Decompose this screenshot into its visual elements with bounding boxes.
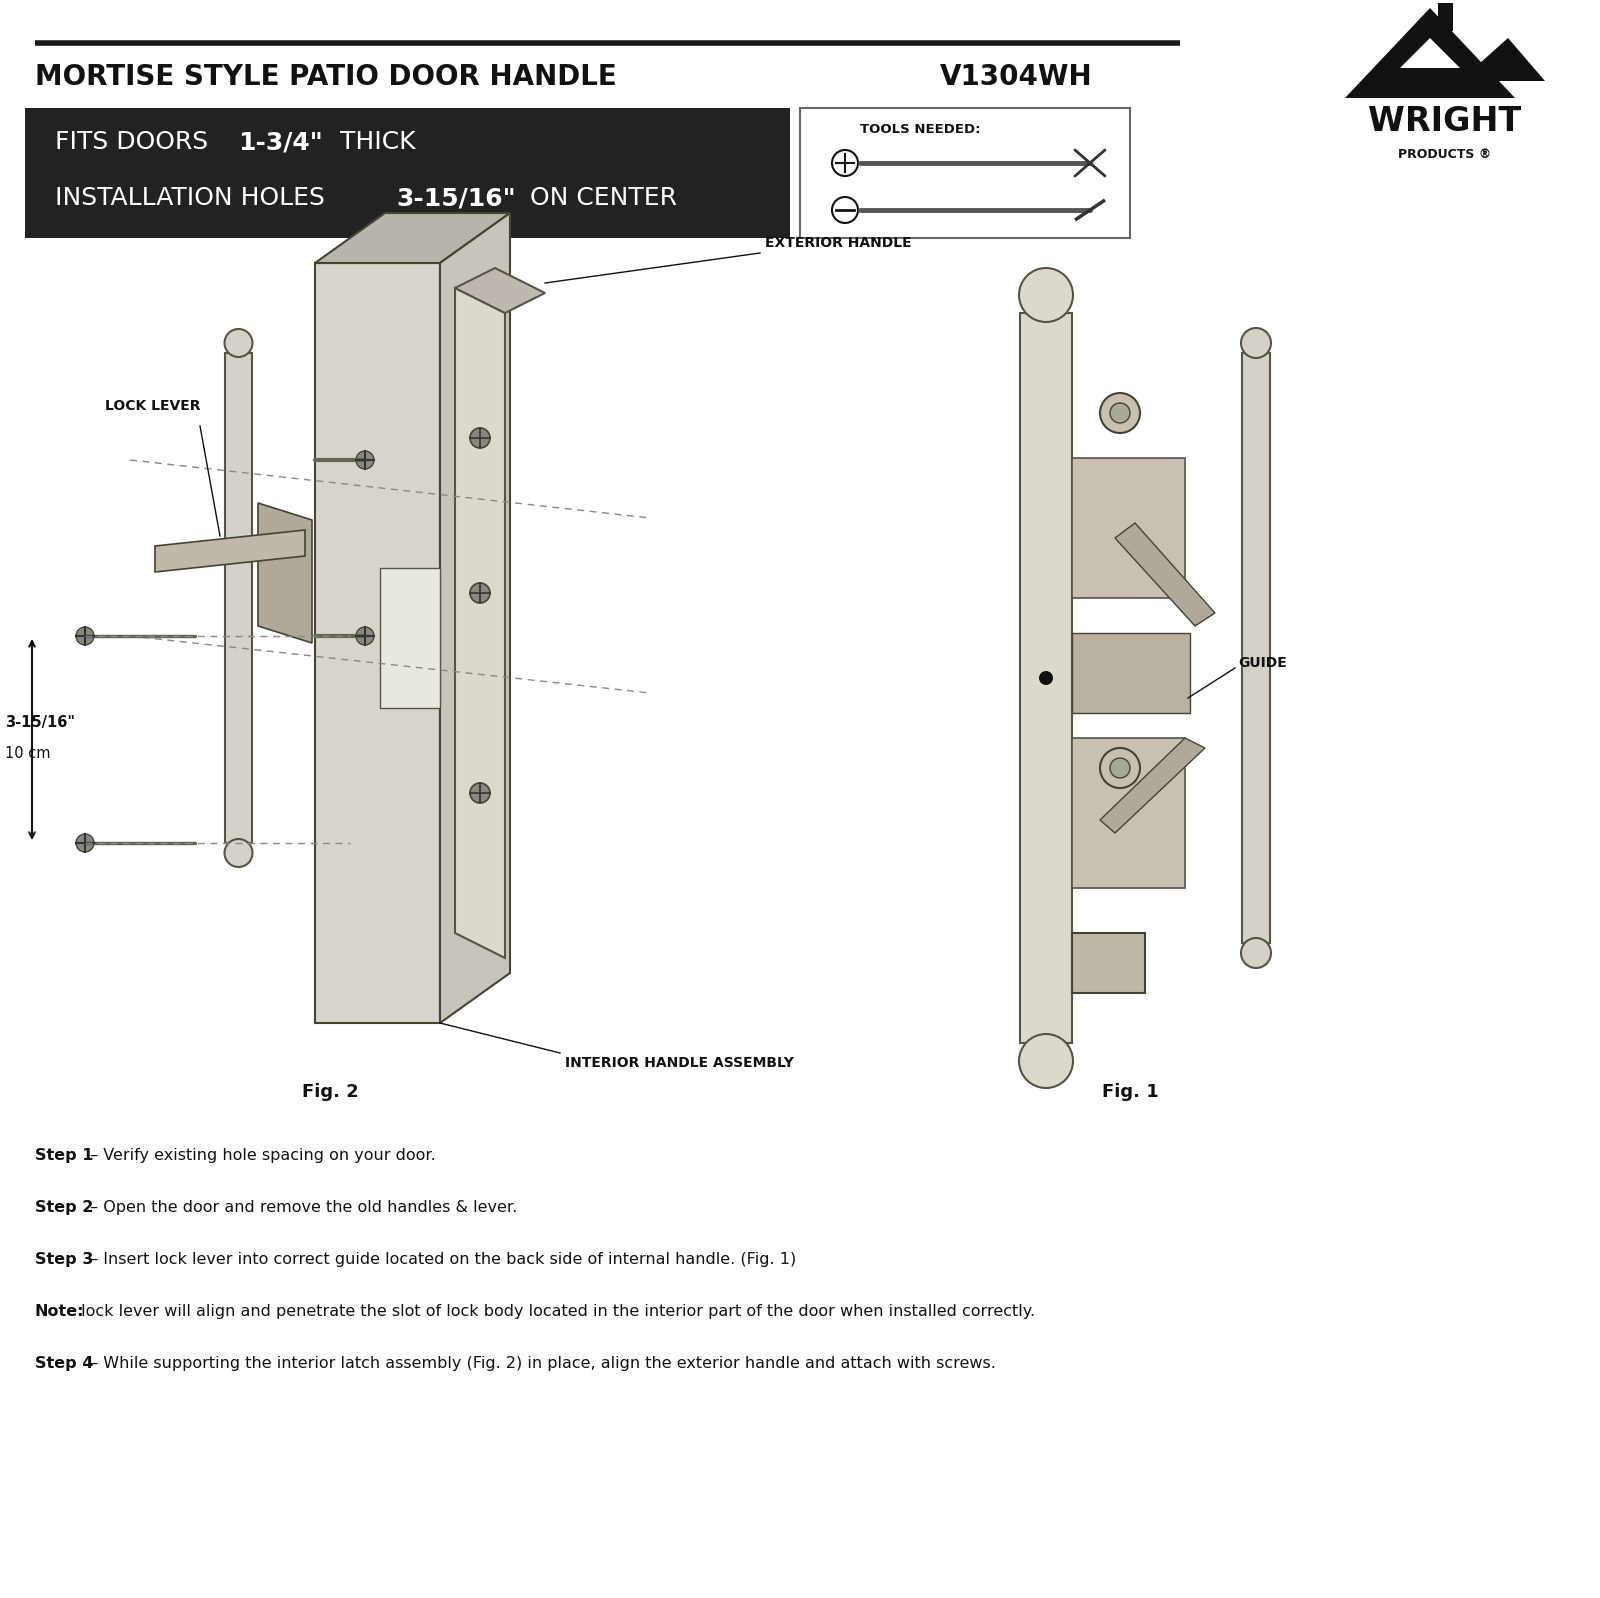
- Bar: [1021, 313, 1072, 1043]
- Text: LOCK LEVER: LOCK LEVER: [106, 400, 200, 412]
- Text: FITS DOORS: FITS DOORS: [54, 129, 216, 153]
- Polygon shape: [1115, 523, 1214, 626]
- Text: Step 2: Step 2: [35, 1200, 93, 1214]
- Circle shape: [1101, 748, 1139, 788]
- Text: Step 3: Step 3: [35, 1251, 93, 1267]
- Circle shape: [1101, 393, 1139, 433]
- Circle shape: [355, 626, 374, 646]
- Text: PRODUCTS ®: PRODUCTS ®: [1398, 149, 1491, 161]
- Polygon shape: [1101, 738, 1205, 833]
- Text: Note:: Note:: [35, 1304, 85, 1318]
- Text: V1304WH: V1304WH: [941, 62, 1093, 91]
- Text: lock lever will align and penetrate the slot of lock body located in the interio: lock lever will align and penetrate the …: [77, 1304, 1035, 1318]
- Polygon shape: [258, 503, 312, 642]
- Text: TOOLS NEEDED:: TOOLS NEEDED:: [861, 123, 981, 136]
- Polygon shape: [1072, 633, 1190, 713]
- Text: GUIDE: GUIDE: [1238, 657, 1286, 670]
- Circle shape: [77, 626, 94, 646]
- Bar: [1438, 3, 1453, 30]
- Text: 3-15/16": 3-15/16": [5, 716, 75, 730]
- Circle shape: [1019, 268, 1074, 323]
- Circle shape: [1110, 403, 1130, 423]
- Polygon shape: [1461, 38, 1546, 81]
- Text: – Insert lock lever into correct guide located on the back side of internal hand: – Insert lock lever into correct guide l…: [85, 1251, 797, 1267]
- Circle shape: [1242, 328, 1270, 358]
- Circle shape: [470, 783, 490, 804]
- Polygon shape: [315, 264, 440, 1023]
- Bar: [1242, 353, 1270, 943]
- Circle shape: [470, 428, 490, 447]
- Circle shape: [77, 834, 94, 852]
- Text: Fig. 2: Fig. 2: [302, 1083, 358, 1101]
- Polygon shape: [381, 567, 440, 708]
- Polygon shape: [226, 353, 253, 844]
- Text: 1-3/4": 1-3/4": [238, 129, 323, 153]
- Text: THICK: THICK: [333, 129, 416, 153]
- Circle shape: [1038, 671, 1053, 686]
- Text: WRIGHT: WRIGHT: [1368, 105, 1522, 137]
- FancyBboxPatch shape: [26, 109, 790, 238]
- Text: EXTERIOR HANDLE: EXTERIOR HANDLE: [765, 237, 912, 249]
- Text: Step 1: Step 1: [35, 1147, 93, 1163]
- Text: Fig. 1: Fig. 1: [1102, 1083, 1158, 1101]
- Circle shape: [1019, 1034, 1074, 1088]
- Text: INSTALLATION HOLES: INSTALLATION HOLES: [54, 185, 333, 209]
- Polygon shape: [315, 213, 510, 264]
- Text: INTERIOR HANDLE ASSEMBLY: INTERIOR HANDLE ASSEMBLY: [565, 1056, 794, 1071]
- Polygon shape: [1072, 459, 1186, 598]
- FancyBboxPatch shape: [800, 109, 1130, 238]
- Text: – While supporting the interior latch assembly (Fig. 2) in place, align the exte: – While supporting the interior latch as…: [85, 1357, 995, 1371]
- Circle shape: [224, 329, 253, 356]
- Text: – Verify existing hole spacing on your door.: – Verify existing hole spacing on your d…: [85, 1147, 435, 1163]
- Polygon shape: [454, 288, 506, 957]
- Text: MORTISE STYLE PATIO DOOR HANDLE: MORTISE STYLE PATIO DOOR HANDLE: [35, 62, 616, 91]
- Text: Step 4: Step 4: [35, 1357, 93, 1371]
- Polygon shape: [440, 213, 510, 1023]
- Text: ON CENTER: ON CENTER: [522, 185, 677, 209]
- Polygon shape: [1400, 38, 1461, 69]
- Text: – Open the door and remove the old handles & lever.: – Open the door and remove the old handl…: [85, 1200, 517, 1214]
- Circle shape: [1242, 938, 1270, 968]
- Polygon shape: [155, 531, 306, 572]
- Circle shape: [224, 839, 253, 868]
- Circle shape: [355, 451, 374, 468]
- Text: 10 cm: 10 cm: [5, 746, 51, 761]
- Polygon shape: [1072, 933, 1146, 992]
- Polygon shape: [1346, 8, 1515, 97]
- Text: 3-15/16": 3-15/16": [397, 185, 515, 209]
- Polygon shape: [454, 268, 546, 313]
- Circle shape: [1110, 757, 1130, 778]
- Polygon shape: [1072, 738, 1186, 888]
- Circle shape: [470, 583, 490, 602]
